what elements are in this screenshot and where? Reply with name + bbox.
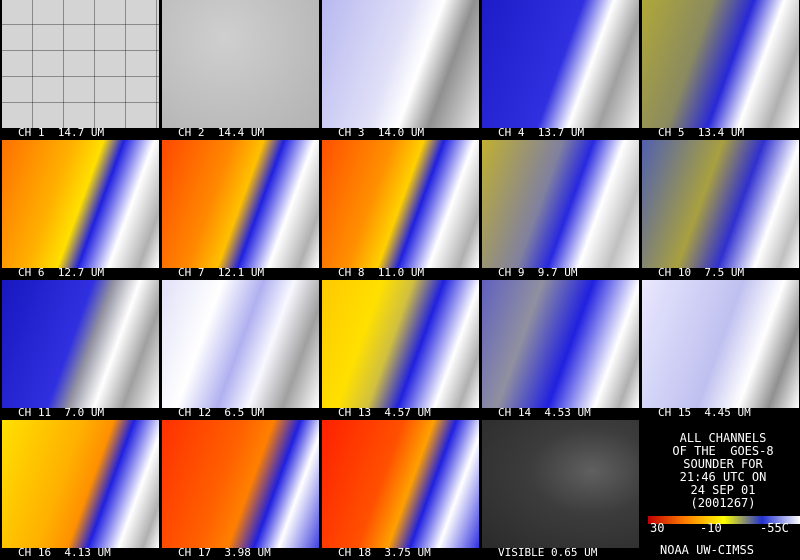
- satellite-image: [642, 280, 799, 408]
- info-text: 21:46 UTC ON: [679, 470, 767, 484]
- scale-label: -10: [700, 521, 722, 535]
- scale-label: 30: [650, 521, 665, 535]
- channel-label: CH 16 4.13 UM: [18, 546, 111, 559]
- satellite-image: [482, 0, 639, 128]
- satellite-image: [482, 140, 639, 268]
- channel-label: CH 11 7.0 UM: [18, 406, 105, 419]
- channel-label: CH 15 4.45 UM: [658, 406, 751, 419]
- satellite-image: [322, 140, 479, 268]
- channel-label: CH 17 3.98 UM: [178, 546, 271, 559]
- satellite-image: [2, 140, 159, 268]
- channel-label: CH 18 3.75 UM: [338, 546, 431, 559]
- channel-label: CH 1 14.7 UM: [18, 126, 105, 139]
- channel-label: CH 14 4.53 UM: [498, 406, 591, 419]
- channel-label: CH 7 12.1 UM: [178, 266, 265, 279]
- scale-label: -55C: [760, 521, 789, 535]
- channel-label: CH 10 7.5 UM: [658, 266, 745, 279]
- channel-label: CH 9 9.7 UM: [498, 266, 578, 279]
- info-text: 24 SEP 01: [690, 483, 756, 497]
- satellite-image: [162, 420, 319, 548]
- satellite-image: [162, 140, 319, 268]
- channel-label: CH 6 12.7 UM: [18, 266, 105, 279]
- info-text: ALL CHANNELS: [679, 431, 767, 445]
- channel-label: CH 4 13.7 UM: [498, 126, 585, 139]
- satellite-image: [482, 280, 639, 408]
- channel-label: CH 12 6.5 UM: [178, 406, 265, 419]
- satellite-image: [162, 280, 319, 408]
- channel-label: CH 13 4.57 UM: [338, 406, 431, 419]
- satellite-image: [482, 420, 639, 548]
- info-text: SOUNDER FOR: [683, 457, 763, 471]
- satellite-image: [642, 140, 799, 268]
- satellite-image: [2, 0, 159, 128]
- satellite-image: [322, 420, 479, 548]
- color-bar: [648, 516, 800, 524]
- satellite-image: [2, 280, 159, 408]
- channel-label: VISIBLE 0.65 UM: [498, 546, 598, 559]
- channel-label: CH 2 14.4 UM: [178, 126, 265, 139]
- channel-label: CH 8 11.0 UM: [338, 266, 425, 279]
- satellite-image: [2, 420, 159, 548]
- credit: NOAA UW-CIMSS: [660, 543, 754, 557]
- satellite-image: [322, 0, 479, 128]
- satellite-image: [642, 0, 799, 128]
- satellite-image: [322, 280, 479, 408]
- satellite-image: [162, 0, 319, 128]
- channel-label: CH 3 14.0 UM: [338, 126, 425, 139]
- info-text: (2001267): [690, 496, 756, 510]
- info-text: OF THE GOES-8: [672, 444, 774, 458]
- channel-label: CH 5 13.4 UM: [658, 126, 745, 139]
